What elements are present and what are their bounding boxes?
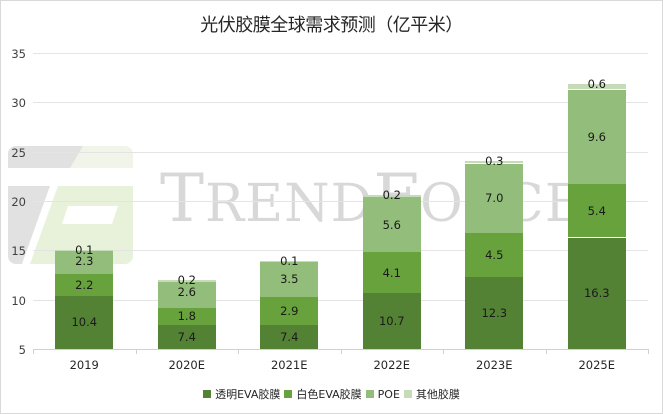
data-label: 0.1	[75, 243, 94, 258]
data-label: 2.9	[280, 304, 299, 318]
bar-segment[interactable]	[260, 325, 319, 349]
bar-segment[interactable]	[157, 307, 216, 326]
y-tick-label: 15	[11, 244, 26, 259]
data-label: 0.2	[177, 272, 196, 287]
y-tick-label: 25	[11, 145, 26, 160]
data-label: 9.6	[587, 129, 606, 144]
trendforce-logo-watermark	[8, 146, 133, 264]
x-tick-label: 2021E	[270, 358, 308, 372]
x-tick	[443, 349, 444, 354]
gridline	[33, 299, 648, 301]
bar-segment[interactable]	[362, 197, 421, 253]
bar-segment[interactable]	[260, 261, 319, 263]
gridline	[33, 53, 648, 54]
x-tick-label: 2019	[69, 358, 99, 372]
x-tick	[33, 349, 34, 354]
data-label: 1.8	[177, 309, 196, 324]
data-label: 10.7	[378, 313, 405, 328]
bar-segment[interactable]	[157, 281, 216, 308]
data-label: 7.4	[177, 330, 196, 345]
legend: 透明EVA胶膜 白色EVA胶膜 POE 其他胶膜	[0, 386, 663, 402]
x-tick	[648, 349, 649, 354]
gridline	[33, 250, 648, 252]
data-label: 0.1	[280, 254, 299, 269]
gridline	[33, 151, 648, 153]
y-tick-label: 5	[18, 343, 26, 357]
data-label: 7.4	[280, 330, 299, 345]
x-tick	[238, 349, 239, 354]
chart-title: 光伏胶膜全球需求预测（亿平米）	[200, 15, 463, 36]
bar-segment[interactable]	[567, 83, 626, 90]
data-label: 3.5	[280, 272, 299, 287]
data-label: 12.3	[481, 305, 508, 320]
legend-label: 透明EVA胶膜	[215, 388, 281, 401]
legend-label: POE	[377, 388, 400, 401]
bar-segment[interactable]	[55, 274, 114, 296]
data-label: 5.6	[382, 217, 401, 232]
x-tick	[340, 349, 342, 354]
legend-swatch-icon	[284, 390, 293, 398]
x-tick-label: 2023E	[475, 358, 513, 372]
data-label: 5.4	[587, 203, 606, 218]
data-label: 4.5	[485, 247, 504, 262]
bar-segment[interactable]	[465, 232, 524, 277]
gridline	[33, 201, 648, 202]
legend-item[interactable]: 透明EVA胶膜	[203, 386, 280, 402]
bar-segment[interactable]	[362, 292, 421, 349]
legend-item[interactable]: 白色EVA胶膜	[284, 386, 362, 402]
bar-segment[interactable]	[55, 251, 114, 274]
gridline	[33, 102, 648, 104]
bar-segment[interactable]	[465, 163, 524, 233]
y-tick-label: 30	[11, 96, 26, 111]
bar-segment[interactable]	[465, 160, 524, 164]
legend-swatch-icon	[403, 390, 412, 398]
bar-segment[interactable]	[465, 276, 524, 349]
bar-segment[interactable]	[157, 325, 216, 349]
data-label: 0.2	[382, 188, 401, 203]
bar-segment[interactable]	[362, 252, 421, 293]
legend-swatch-icon	[203, 390, 212, 398]
data-label: 0.3	[485, 153, 504, 168]
bar-segment[interactable]	[55, 295, 114, 349]
legend-label: 其他胶膜	[415, 388, 460, 401]
x-tick-label: 2020E	[168, 358, 206, 372]
legend-item[interactable]: 其他胶膜	[403, 386, 460, 402]
bar-segment[interactable]	[157, 279, 216, 282]
data-label: 10.4	[71, 315, 98, 330]
y-tick-label: 35	[11, 47, 26, 61]
plot-area: 10.4 2.2 2.3 0.1 7.4 1.8 2.6 0.2 7.4 2.9 3.5 0.1 10.…	[33, 53, 648, 349]
x-tick-label: 2025E	[578, 358, 616, 372]
bar-segment[interactable]	[567, 184, 626, 238]
y-tick-label: 20	[11, 195, 26, 209]
legend-swatch-icon	[365, 390, 374, 398]
bar-segment[interactable]	[260, 262, 319, 297]
bar-segment[interactable]	[567, 237, 626, 349]
x-tick	[545, 349, 547, 354]
data-label: 7.0	[485, 191, 504, 206]
data-label: 2.3	[75, 254, 94, 269]
legend-label: 白色EVA胶膜	[296, 388, 362, 401]
x-tick	[135, 349, 137, 354]
y-tick-label: 10	[11, 293, 26, 308]
bar-segment[interactable]	[362, 195, 421, 198]
bar-segment[interactable]	[567, 89, 626, 185]
bar-segment[interactable]	[55, 250, 114, 252]
legend-item[interactable]: POE	[365, 388, 400, 401]
data-label: 2.6	[177, 284, 196, 299]
x-tick-label: 2022E	[373, 358, 411, 372]
data-label: 16.3	[583, 286, 610, 301]
bar-segment[interactable]	[260, 296, 319, 326]
data-label: 0.6	[587, 76, 606, 91]
data-label: 4.1	[382, 265, 401, 280]
data-label: 2.2	[75, 277, 94, 292]
